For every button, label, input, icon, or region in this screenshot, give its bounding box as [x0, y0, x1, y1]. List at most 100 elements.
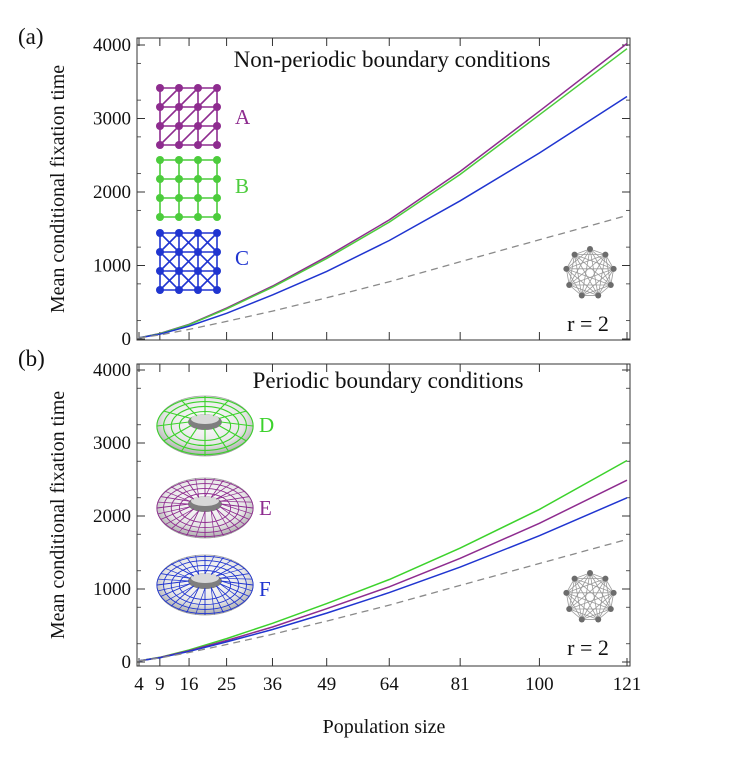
lattice-node — [175, 141, 183, 149]
complete-graph-icon — [563, 570, 617, 623]
lattice-node — [213, 267, 221, 275]
x-tick-label: 4 — [134, 674, 144, 695]
lattice-node — [194, 122, 202, 130]
graph-node — [563, 589, 570, 596]
panel-b-frame — [136, 363, 631, 667]
lattice-node — [194, 213, 202, 221]
graph-node — [566, 282, 573, 288]
x-axis-label: Population size — [323, 716, 446, 738]
y-tick-label: 0 — [122, 652, 132, 673]
graph-node — [602, 251, 609, 258]
x-tick-label: 81 — [451, 674, 470, 695]
lattice-node — [213, 229, 221, 237]
lattice-node — [213, 248, 221, 256]
legend-letter-a: A — [235, 105, 251, 129]
panel-b-tag: (b) — [18, 346, 45, 371]
lattice-node — [213, 213, 221, 221]
lattice-a-icon — [156, 84, 221, 149]
graph-node — [578, 292, 585, 299]
y-tick-label: 0 — [122, 329, 132, 350]
lattice-node — [175, 229, 183, 237]
lattice-node — [213, 194, 221, 202]
panel-b-title: Periodic boundary conditions — [253, 368, 524, 393]
lattice-node — [194, 141, 202, 149]
panel-a: (a) 0 1000 2000 3000 4000 Non-periodic bound… — [18, 24, 631, 350]
lattice-node — [156, 267, 164, 275]
lattice-node — [156, 84, 164, 92]
lattice-node — [156, 141, 164, 149]
graph-node — [566, 606, 573, 612]
y-tick-label: 2000 — [93, 182, 131, 203]
complete-graph-icon — [563, 246, 617, 299]
x-tick-label: 25 — [217, 674, 236, 695]
graph-node — [610, 265, 617, 272]
lattice-node — [175, 286, 183, 294]
y-tick-label: 3000 — [93, 109, 131, 130]
lattice-node — [175, 194, 183, 202]
panel-a-tag: (a) — [18, 24, 44, 49]
graph-node — [595, 616, 602, 623]
lattice-node — [213, 103, 221, 111]
torus-f-icon — [156, 554, 254, 616]
legend-letter-b: B — [235, 174, 249, 198]
panel-a-frame — [136, 37, 631, 341]
graph-node — [571, 251, 578, 258]
y-tick-label: 2000 — [93, 506, 131, 527]
y-tick-label: 1000 — [93, 579, 131, 600]
graph-node — [578, 616, 585, 623]
lattice-node — [194, 103, 202, 111]
y-tick-label: 3000 — [93, 433, 131, 454]
lattice-node — [156, 286, 164, 294]
graph-node — [563, 265, 570, 272]
legend-letter-c: C — [235, 246, 249, 270]
lattice-node — [175, 156, 183, 164]
panel-a-ylabel: Mean conditional fixation time — [47, 65, 69, 313]
lattice-c-icon — [156, 229, 221, 294]
lattice-node — [194, 194, 202, 202]
panel-b: (b) 0 1000 2000 3000 4000 4 9 16 25 36 49 64 81 100 12… — [18, 346, 641, 738]
legend-letter-f: F — [259, 577, 271, 601]
graph-node — [571, 575, 578, 582]
lattice-node — [175, 213, 183, 221]
legend-letter-d: D — [259, 413, 274, 437]
legend-letter-e: E — [259, 496, 272, 520]
panel-a-ticks: 0 1000 2000 3000 4000 — [93, 35, 630, 350]
x-tick-label: 64 — [380, 674, 400, 695]
series-line-c — [138, 95, 628, 339]
lattice-node — [194, 175, 202, 183]
lattice-node — [213, 175, 221, 183]
y-tick-label: 4000 — [93, 360, 131, 381]
lattice-node — [175, 175, 183, 183]
y-tick-label: 1000 — [93, 256, 131, 277]
lattice-b-icon — [156, 156, 221, 221]
graph-node — [595, 292, 602, 299]
panel-a-series — [138, 42, 628, 339]
lattice-node — [213, 141, 221, 149]
graph-node — [587, 570, 593, 576]
lattice-node — [213, 286, 221, 294]
graph-node — [587, 246, 593, 252]
graph-node — [607, 282, 614, 288]
lattice-node — [156, 194, 164, 202]
lattice-node — [213, 156, 221, 164]
panel-b-series — [138, 459, 628, 662]
panel-b-r-annotation: r = 2 — [567, 635, 609, 660]
x-tick-label: 100 — [525, 674, 554, 695]
lattice-node — [156, 122, 164, 130]
lattice-node — [213, 122, 221, 130]
lattice-node — [156, 248, 164, 256]
lattice-node — [194, 84, 202, 92]
x-tick-label: 49 — [317, 674, 336, 695]
panel-b-ticks: 0 1000 2000 3000 4000 4 9 16 25 36 49 64 81 100 121 — [93, 360, 641, 695]
panel-a-r-annotation: r = 2 — [567, 311, 609, 336]
x-tick-label: 121 — [613, 674, 642, 695]
panel-b-ylabel: Mean conditional fixation time — [47, 391, 69, 639]
x-tick-label: 36 — [263, 674, 282, 695]
panel-a-title: Non-periodic boundary conditions — [234, 47, 551, 72]
torus-e-icon — [156, 477, 254, 539]
graph-node — [602, 575, 609, 582]
lattice-node — [175, 267, 183, 275]
x-tick-label: 16 — [180, 674, 199, 695]
lattice-node — [175, 248, 183, 256]
